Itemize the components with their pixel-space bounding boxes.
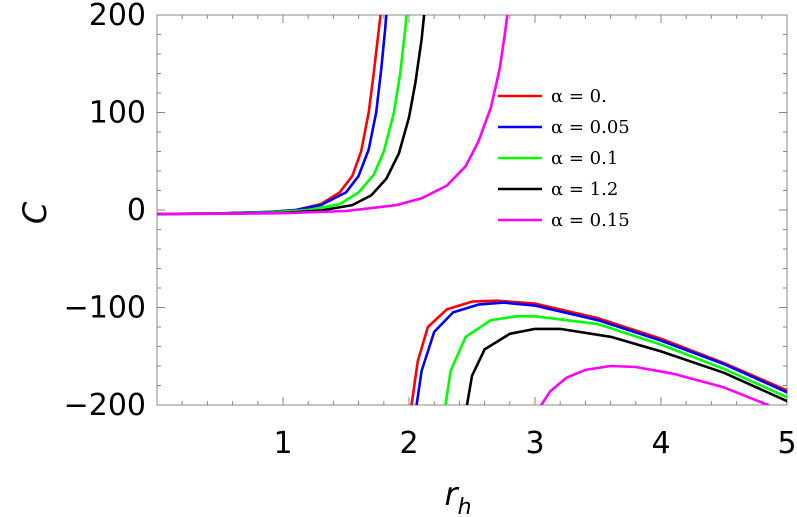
x-tick-label: 2	[399, 426, 418, 461]
legend: α = 0. α = 0.05 α = 0.1 α = 1.2 α = 0.15	[498, 86, 630, 231]
tick-labels: 1 2 3 4 5 200 100 0 −100 −200	[64, 0, 797, 461]
x-tick-label: 1	[273, 426, 292, 461]
y-axis-title: C	[16, 201, 54, 224]
y-tick-label: 200	[89, 0, 146, 33]
legend-label: α = 0.	[551, 86, 607, 107]
series-line-5-branch-2	[540, 364, 770, 405]
series-line-3-branch-2	[444, 315, 787, 405]
series-lines	[157, 15, 787, 405]
x-axis-title: rh	[444, 475, 471, 517]
series-line-1-branch-1	[157, 15, 382, 216]
x-axis-title-main: r	[444, 475, 459, 513]
y-tick-label: −200	[64, 388, 146, 423]
series-line-1-branch-2	[410, 299, 787, 405]
series-line-2-branch-2	[415, 301, 787, 405]
y-tick-label: 100	[89, 96, 146, 131]
x-tick-label: 5	[777, 426, 796, 461]
series-line-5-branch-1	[157, 15, 509, 216]
axis-ticks	[156, 14, 788, 406]
plot-frame	[156, 14, 788, 406]
series-line-2-branch-1	[157, 15, 388, 216]
x-tick-label: 4	[651, 426, 670, 461]
y-tick-label: −100	[64, 291, 146, 326]
plot-border	[156, 14, 788, 406]
y-tick-label: 0	[127, 193, 146, 228]
series-line-4-branch-2	[465, 327, 787, 405]
x-tick-label: 3	[525, 426, 544, 461]
legend-label: α = 0.05	[551, 117, 630, 138]
legend-label: α = 0.15	[551, 210, 630, 231]
x-axis-title-subscript: h	[458, 495, 472, 517]
legend-label: α = 0.1	[551, 148, 618, 169]
legend-label: α = 1.2	[551, 179, 618, 200]
